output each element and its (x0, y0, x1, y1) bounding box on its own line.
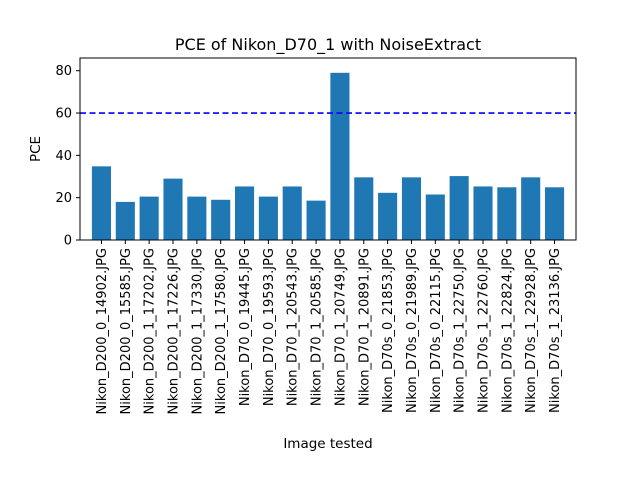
bar-10 (330, 72, 350, 240)
x-tick-label-3: Nikon_D200_1_17226.JPG (167, 248, 182, 414)
bar-2 (139, 196, 159, 240)
x-tick-label-6: Nikon_D70_0_19445.JPG (238, 248, 253, 406)
x-tick-label-14: Nikon_D70s_0_22115.JPG (429, 248, 444, 413)
chart-title: PCE of Nikon_D70_1 with NoiseExtract (175, 35, 481, 55)
x-tick-label-1: Nikon_D200_0_15585.JPG (119, 248, 134, 414)
x-tick-label-2: Nikon_D200_1_17202.JPG (143, 248, 158, 414)
bar-1 (115, 201, 135, 240)
x-axis-label: Image tested (283, 436, 372, 452)
x-tick-label-19: Nikon_D70s_1_23136.JPG (548, 248, 563, 413)
x-tick-label-7: Nikon_D70_0_19593.JPG (262, 248, 277, 406)
x-tick-label-9: Nikon_D70_1_20585.JPG (310, 248, 325, 406)
bar-11 (354, 177, 374, 240)
bar-18 (521, 177, 541, 240)
x-tick-label-13: Nikon_D70s_0_21989.JPG (405, 248, 420, 413)
bar-7 (258, 196, 278, 240)
bar-3 (163, 178, 183, 240)
x-tick-label-0: Nikon_D200_0_14902.JPG (95, 248, 110, 414)
bar-5 (211, 199, 231, 240)
bar-13 (401, 177, 421, 240)
bar-4 (187, 196, 207, 240)
x-tick-label-12: Nikon_D70s_0_21853.JPG (381, 248, 396, 413)
x-tick-label-18: Nikon_D70s_1_22928.JPG (524, 248, 539, 413)
bar-19 (545, 187, 565, 240)
y-tick-label-1: 20 (55, 191, 72, 206)
y-axis-label: PCE (28, 136, 44, 162)
x-tick-label-11: Nikon_D70_1_20891.JPG (357, 248, 372, 406)
x-tick-label-5: Nikon_D200_1_17580.JPG (214, 248, 229, 414)
bar-9 (306, 200, 326, 240)
x-axis: Nikon_D200_0_14902.JPG Nikon_D200_0_15585… (95, 240, 563, 414)
bar-6 (235, 186, 255, 240)
bar-0 (91, 166, 111, 240)
y-axis: 0 20 40 60 80 (55, 64, 80, 249)
x-tick-label-15: Nikon_D70s_1_22750.JPG (453, 248, 468, 413)
y-tick-label-4: 80 (55, 64, 72, 79)
x-tick-label-4: Nikon_D200_1_17330.JPG (190, 248, 205, 414)
x-tick-label-16: Nikon_D70s_1_22760.JPG (477, 248, 492, 413)
y-tick-label-2: 40 (55, 149, 72, 164)
x-tick-label-17: Nikon_D70s_1_22824.JPG (500, 248, 515, 413)
bar-12 (378, 192, 398, 240)
bars-layer (91, 72, 565, 240)
bar-14 (425, 194, 445, 240)
y-tick-label-0: 0 (64, 234, 72, 249)
y-tick-label-3: 60 (55, 107, 72, 122)
x-tick-label-8: Nikon_D70_1_20543.JPG (286, 248, 301, 406)
bar-16 (473, 186, 493, 240)
bar-8 (282, 186, 302, 240)
bar-15 (449, 176, 469, 240)
plot-frame (79, 57, 577, 241)
x-tick-label-10: Nikon_D70_1_20749.JPG (333, 248, 348, 406)
bar-17 (497, 187, 517, 240)
